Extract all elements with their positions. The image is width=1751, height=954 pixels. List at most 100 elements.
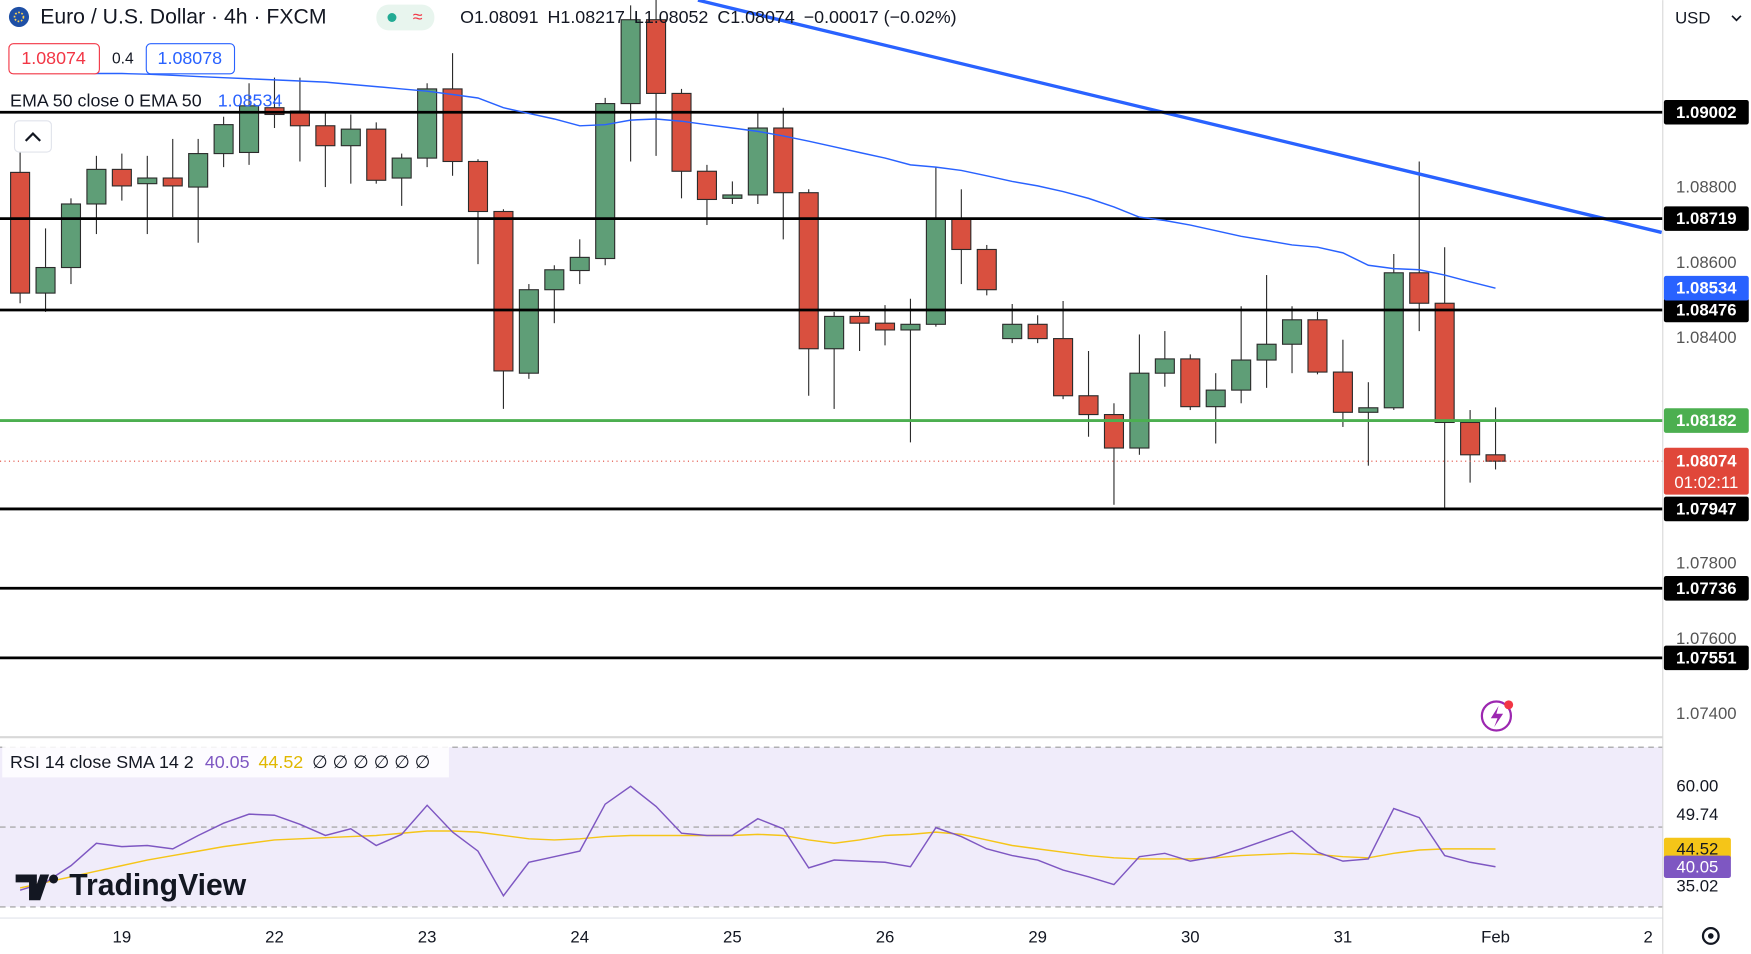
symbol-flag [8, 6, 30, 27]
x-tick-label: 31 [1334, 928, 1353, 947]
ohlc-label: L [634, 7, 644, 27]
ohlc-label: H [547, 7, 560, 27]
candle-body [925, 218, 946, 325]
ema-line [20, 69, 1496, 289]
currency: USD [1675, 9, 1710, 28]
rsi-lines [19, 785, 1496, 898]
rsi-sma-label-bg [1663, 837, 1731, 861]
candle-body [620, 19, 641, 105]
settings-icon[interactable] [1701, 927, 1720, 945]
candle-body [60, 203, 82, 269]
ohlc-change: −0.00017 (−0.02%) [804, 7, 957, 27]
x-tick-label: Feb [1481, 928, 1510, 947]
axes: 1.08800 1.08600 1.08400 1.07800 1.07600 1.074… [113, 99, 1749, 947]
candle-body [315, 125, 336, 147]
candle-body [773, 127, 794, 194]
candle-body [798, 192, 819, 350]
collapse-button[interactable] [13, 120, 52, 153]
level-label: 1.09002 [1676, 103, 1737, 122]
market-open-dot [387, 13, 397, 22]
ohlc-value: 1.08052 [644, 7, 709, 27]
candle-body [1231, 359, 1252, 391]
sell-button[interactable] [8, 43, 100, 75]
candle-body [696, 170, 717, 201]
candle-body [518, 289, 539, 374]
candle-body [1129, 372, 1150, 449]
rsi-tick-label: 49.74 [1676, 805, 1718, 824]
candle-body [1434, 302, 1455, 424]
rsi-legend-bg [2, 746, 449, 778]
sell-price: 1.08074 [21, 48, 86, 68]
candle-body [951, 218, 972, 251]
ohlc-value: 1.08074 [730, 7, 795, 27]
alert-icon[interactable] [1480, 700, 1513, 732]
rsi-sma-label: 44.52 [1676, 839, 1718, 858]
last-price-bg [1663, 447, 1749, 495]
candle-body [238, 105, 260, 154]
rsi-tick-label: 35.02 [1676, 876, 1718, 895]
rsi-value: 40.05 [205, 752, 250, 772]
candle-body [1180, 358, 1201, 408]
candle-body [1485, 454, 1506, 462]
candle-body [35, 266, 56, 294]
settings-icon-center [1708, 933, 1714, 939]
x-tick-label: 23 [418, 928, 437, 947]
ohlc-value: 1.08217 [560, 7, 625, 27]
candle-body [1460, 421, 1481, 456]
candle-body [1358, 407, 1379, 413]
x-tick-label: 30 [1181, 928, 1200, 947]
level-label: 1.08182 [1676, 411, 1737, 430]
ohlc-value: 1.08091 [474, 7, 539, 27]
rsi-label-bg [1663, 855, 1731, 878]
candle-body [188, 153, 209, 188]
symbol-flag-stars [13, 11, 25, 23]
logo-text: TradingView [69, 869, 247, 902]
market-status[interactable] [376, 4, 435, 31]
x-tick-label: 29 [1028, 928, 1047, 947]
candle-body [137, 177, 158, 185]
y-tick-label: 1.07400 [1676, 704, 1737, 723]
level-label-bg [1663, 206, 1749, 231]
alert-bolt [1490, 705, 1504, 728]
y-tick-label: 1.08800 [1676, 178, 1737, 197]
logo-mark [15, 874, 50, 901]
rsi-sma-value: 44.52 [259, 752, 304, 772]
alert-dot [1504, 700, 1514, 710]
rsi-sma-line [19, 830, 1496, 889]
candle-body [86, 168, 107, 205]
x-tick-label: 25 [723, 928, 742, 947]
candle-body [824, 315, 845, 350]
candle-body [417, 88, 438, 159]
rsi-line [19, 785, 1496, 898]
candle-body [722, 194, 743, 199]
last-price-label: 1.08074 [1676, 452, 1737, 471]
ohlc-label: C [717, 7, 730, 27]
y-tick-label: 1.07800 [1676, 554, 1737, 573]
candle-body [1002, 323, 1023, 340]
candle-body [1154, 358, 1175, 374]
ema-label: 1.08534 [1676, 279, 1737, 298]
candle-body [569, 256, 590, 272]
logo-dot [49, 874, 59, 884]
x-tick-label: 22 [265, 928, 284, 947]
y-tick-label: 1.08400 [1676, 328, 1737, 347]
candle-body [442, 88, 463, 163]
data-delay-icon: ≈ [413, 7, 423, 27]
candle-body [366, 128, 387, 181]
level-label-bg [1663, 408, 1749, 433]
candle-body [1027, 323, 1048, 340]
candle-body [646, 19, 667, 94]
candle-body [1307, 319, 1328, 373]
candle-body [340, 128, 361, 147]
collapse-icon [24, 132, 41, 142]
y-tick-label: 1.08600 [1676, 253, 1737, 272]
buy-button[interactable] [145, 43, 236, 75]
candle-body [595, 103, 616, 260]
candle-body [162, 177, 183, 187]
candle-body [1332, 371, 1353, 413]
candle-body [1256, 343, 1277, 361]
x-tick-label: 19 [113, 928, 132, 947]
